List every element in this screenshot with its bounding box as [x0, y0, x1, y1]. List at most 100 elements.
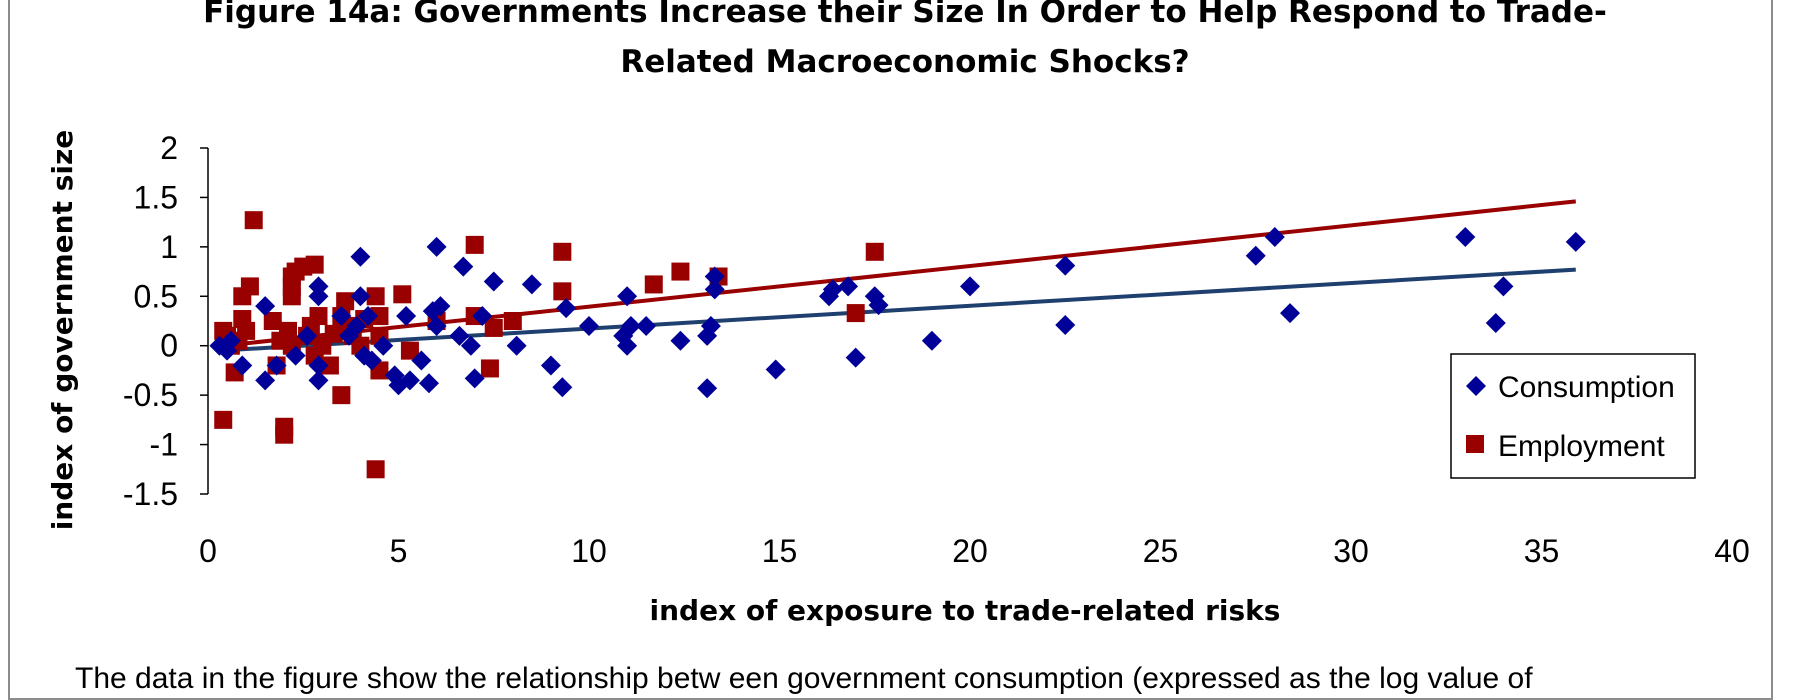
chart-title: Figure 14a: Governments Increase their S… — [203, 0, 1607, 80]
point-consumption — [266, 355, 287, 376]
x-tick-label: 10 — [571, 533, 607, 569]
point-employment — [240, 277, 259, 296]
point-consumption — [521, 274, 542, 295]
x-tick-label: 5 — [390, 533, 408, 569]
point-consumption — [358, 306, 379, 327]
point-consumption — [579, 315, 599, 336]
point-consumption — [697, 378, 718, 399]
point-consumption — [556, 298, 577, 319]
point-employment — [324, 324, 343, 343]
point-consumption — [620, 315, 641, 336]
point-consumption — [1565, 231, 1586, 252]
point-consumption — [308, 286, 329, 307]
point-consumption — [472, 306, 493, 327]
point-consumption — [255, 370, 276, 391]
point-consumption — [506, 335, 527, 356]
trendlines — [219, 199, 1577, 353]
point-consumption — [1245, 245, 1266, 266]
point-employment — [393, 285, 412, 304]
trendline-employment — [223, 199, 1577, 348]
point-employment — [309, 307, 328, 326]
y-tick-label: 1 — [160, 229, 178, 265]
point-consumption — [838, 276, 859, 297]
point-employment — [336, 292, 355, 311]
point-consumption — [464, 368, 485, 389]
legend-employment-label: Employment — [1498, 430, 1665, 463]
point-consumption — [704, 279, 725, 300]
y-ticks: -1.5 -1 -0.5 0 0.5 1 1.5 2 — [123, 130, 208, 512]
x-tick-label: 30 — [1333, 533, 1369, 569]
point-consumption — [331, 306, 352, 327]
point-employment — [503, 312, 522, 330]
point-consumption — [960, 276, 980, 297]
point-consumption — [670, 330, 691, 351]
point-consumption — [636, 315, 657, 336]
point-consumption — [1493, 276, 1514, 297]
point-consumption — [1264, 226, 1285, 247]
y-axis-title: index of government size — [46, 130, 79, 531]
point-employment — [465, 235, 484, 254]
point-employment — [400, 341, 419, 360]
x-axis-title: index of exposure to trade-related risks — [650, 594, 1281, 627]
point-consumption — [361, 350, 382, 371]
point-consumption — [373, 335, 394, 356]
legend-box — [1450, 353, 1696, 479]
x-ticks: 0 5 10 15 20 25 30 35 40 — [199, 533, 1750, 569]
x-tick-label: 20 — [952, 533, 988, 569]
figure-caption: The data in the figure show the relation… — [75, 662, 1533, 695]
point-employment — [865, 242, 884, 261]
point-consumption — [700, 315, 721, 336]
point-employment — [553, 242, 572, 261]
point-consumption — [285, 345, 306, 366]
point-employment — [237, 321, 256, 340]
point-consumption — [297, 325, 318, 346]
point-consumption — [399, 370, 420, 391]
point-consumption — [255, 296, 276, 317]
point-employment — [214, 410, 233, 429]
point-consumption — [483, 271, 504, 292]
point-consumption — [540, 355, 561, 376]
point-consumption — [868, 295, 889, 316]
point-consumption — [617, 286, 638, 307]
point-consumption — [220, 330, 241, 351]
point-consumption — [1055, 255, 1076, 276]
point-consumption — [1455, 226, 1476, 247]
point-employment — [480, 359, 499, 378]
point-consumption — [765, 359, 786, 380]
point-consumption — [232, 355, 253, 376]
point-employment — [366, 460, 385, 479]
y-tick-label: -0.5 — [123, 377, 178, 413]
point-employment — [263, 312, 282, 330]
point-employment — [846, 304, 865, 323]
point-employment — [553, 282, 572, 301]
legend-consumption-marker — [1466, 376, 1486, 396]
y-tick-label: -1.5 — [123, 476, 178, 512]
x-tick-label: 15 — [762, 533, 798, 569]
point-consumption — [617, 335, 638, 356]
y-tick-label: 0.5 — [134, 278, 178, 314]
y-tick-label: 0 — [160, 328, 178, 364]
point-employment — [370, 307, 389, 326]
legend: Consumption Employment — [1450, 353, 1696, 479]
point-consumption — [426, 315, 447, 336]
point-employment — [282, 287, 301, 306]
point-consumption — [1055, 314, 1076, 335]
point-consumption — [552, 377, 573, 398]
point-consumption — [396, 306, 417, 327]
x-tick-label: 25 — [1143, 533, 1179, 569]
point-consumption — [346, 315, 367, 336]
point-consumption — [350, 246, 371, 267]
data-points — [209, 211, 1586, 479]
point-consumption — [460, 335, 481, 356]
legend-consumption-label: Consumption — [1498, 371, 1675, 404]
point-consumption — [921, 330, 942, 351]
point-consumption — [411, 350, 432, 371]
axes: -1.5 -1 -0.5 0 0.5 1 1.5 2 0 5 10 15 20 25 30 35 40 — [123, 130, 1750, 569]
scatter-chart: -1.5 -1 -0.5 0 0.5 1 1.5 2 0 5 10 15 20 25 30 35 40 ind… — [46, 130, 1750, 627]
point-consumption — [1485, 312, 1506, 333]
point-consumption — [350, 286, 371, 307]
point-employment — [279, 321, 298, 340]
point-consumption — [1280, 303, 1301, 324]
point-consumption — [418, 373, 439, 394]
point-consumption — [430, 296, 451, 317]
